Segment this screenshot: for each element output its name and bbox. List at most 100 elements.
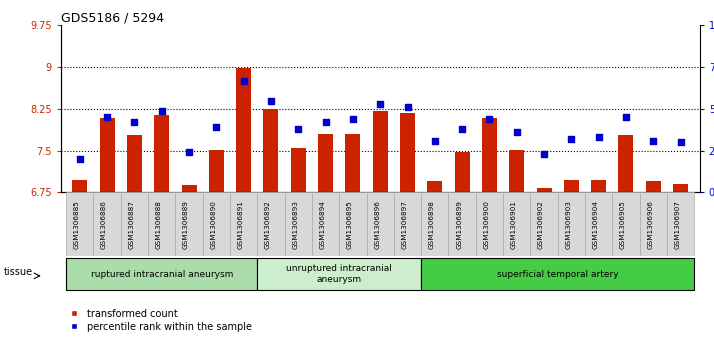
Bar	[448, 192, 476, 256]
Point	[402, 104, 413, 110]
Text: GSM1306898: GSM1306898	[429, 200, 435, 249]
Bar	[318, 134, 333, 192]
Point	[211, 125, 222, 130]
Text: GSM1306902: GSM1306902	[538, 200, 544, 249]
Text: GSM1306885: GSM1306885	[74, 200, 80, 249]
Text: GSM1306888: GSM1306888	[156, 200, 162, 249]
Text: GSM1306896: GSM1306896	[374, 200, 380, 249]
Text: GSM1306904: GSM1306904	[593, 200, 598, 249]
Point	[129, 119, 140, 125]
Point	[101, 114, 113, 120]
Text: GSM1306906: GSM1306906	[648, 200, 653, 249]
Point	[238, 78, 249, 83]
Text: unruptured intracranial
aneurysm: unruptured intracranial aneurysm	[286, 264, 392, 284]
Bar	[394, 192, 421, 256]
Bar	[509, 150, 524, 192]
Point	[620, 114, 632, 120]
Bar	[72, 180, 87, 192]
Point	[538, 151, 550, 157]
Point	[565, 136, 577, 142]
Bar	[667, 192, 694, 256]
Bar	[121, 192, 148, 256]
Bar	[645, 181, 660, 192]
Point	[156, 108, 168, 114]
Bar	[613, 192, 640, 256]
Point	[675, 139, 686, 145]
Bar	[373, 111, 388, 192]
Point	[266, 98, 277, 103]
Point	[374, 101, 386, 107]
Bar	[176, 192, 203, 256]
Bar	[618, 135, 633, 192]
Text: GSM1306891: GSM1306891	[238, 200, 243, 249]
Point	[183, 150, 195, 155]
Text: GSM1306905: GSM1306905	[620, 200, 626, 249]
Text: GSM1306897: GSM1306897	[401, 200, 408, 249]
Bar	[127, 135, 142, 192]
Point	[347, 116, 358, 122]
Bar	[673, 184, 688, 192]
Point	[320, 119, 331, 125]
Text: GSM1306894: GSM1306894	[320, 200, 326, 249]
Text: GSM1306892: GSM1306892	[265, 200, 271, 249]
Bar	[148, 192, 176, 256]
Text: ruptured intracranial aneurysm: ruptured intracranial aneurysm	[91, 270, 233, 278]
Bar	[455, 152, 470, 192]
Bar	[181, 185, 196, 192]
Bar	[263, 109, 278, 192]
Text: GSM1306893: GSM1306893	[292, 200, 298, 249]
Bar	[421, 192, 448, 256]
Point	[74, 156, 86, 162]
Bar	[339, 192, 366, 256]
Bar	[230, 192, 257, 256]
Bar	[400, 113, 415, 192]
Point	[593, 134, 604, 140]
Text: GSM1306900: GSM1306900	[483, 200, 489, 249]
Bar	[503, 192, 531, 256]
Bar	[203, 192, 230, 256]
Bar	[100, 118, 115, 192]
Bar	[285, 192, 312, 256]
Text: GSM1306901: GSM1306901	[511, 200, 517, 249]
Point	[648, 138, 659, 143]
Text: GSM1306899: GSM1306899	[456, 200, 462, 249]
Point	[483, 116, 495, 122]
Point	[456, 126, 468, 132]
Text: tissue: tissue	[4, 267, 34, 277]
Bar	[312, 192, 339, 256]
Bar	[346, 134, 361, 192]
Text: GDS5186 / 5294: GDS5186 / 5294	[61, 11, 164, 24]
Bar	[476, 192, 503, 256]
Bar	[366, 192, 394, 256]
Text: GSM1306907: GSM1306907	[675, 200, 680, 249]
Text: superficial temporal artery: superficial temporal artery	[497, 270, 618, 278]
Text: GSM1306903: GSM1306903	[565, 200, 571, 249]
Bar	[291, 148, 306, 192]
Point	[511, 129, 523, 135]
Bar	[66, 192, 94, 256]
Bar	[564, 180, 579, 192]
Text: GSM1306895: GSM1306895	[347, 200, 353, 249]
Bar	[591, 180, 606, 192]
Bar	[531, 192, 558, 256]
Bar	[585, 192, 613, 256]
Point	[293, 126, 304, 132]
Bar	[427, 181, 443, 192]
Bar	[640, 192, 667, 256]
FancyBboxPatch shape	[421, 258, 694, 290]
FancyBboxPatch shape	[257, 258, 421, 290]
Bar	[482, 118, 497, 192]
Bar	[94, 192, 121, 256]
Text: GSM1306887: GSM1306887	[129, 200, 134, 249]
Bar	[558, 192, 585, 256]
FancyBboxPatch shape	[66, 258, 257, 290]
Text: GSM1306886: GSM1306886	[101, 200, 107, 249]
Bar	[236, 68, 251, 192]
Bar	[154, 115, 169, 192]
Text: GSM1306889: GSM1306889	[183, 200, 189, 249]
Legend: transformed count, percentile rank within the sample: transformed count, percentile rank withi…	[61, 305, 256, 336]
Bar	[208, 150, 224, 192]
Point	[429, 138, 441, 143]
Bar	[257, 192, 285, 256]
Text: GSM1306890: GSM1306890	[211, 200, 216, 249]
